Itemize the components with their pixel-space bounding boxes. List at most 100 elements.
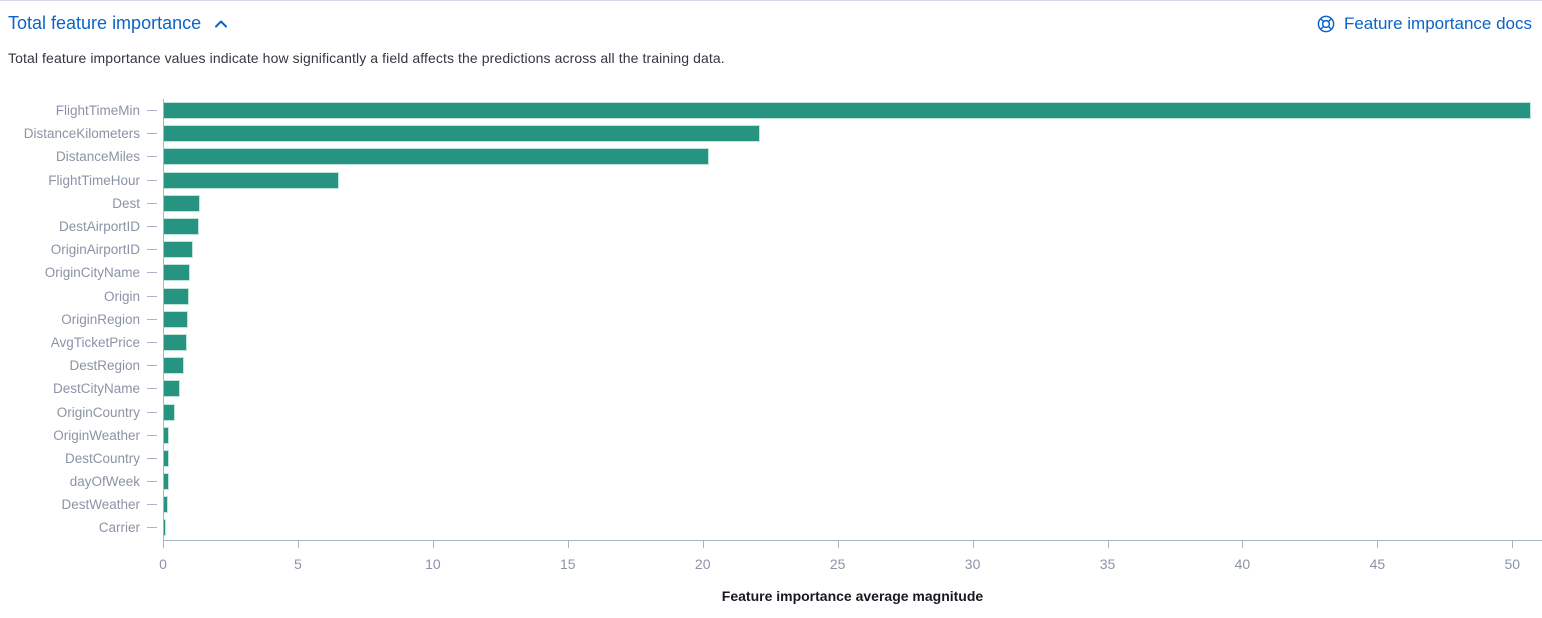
bar-zone [163, 354, 1542, 378]
chart-row: Carrier [0, 516, 1542, 540]
bar-zone [163, 330, 1542, 355]
y-axis-label: DestWeather [61, 497, 140, 513]
chart-row: FlightTimeMin [0, 99, 1542, 123]
bar [164, 403, 176, 421]
x-tick-label: 0 [159, 555, 167, 572]
y-axis-tick [147, 179, 157, 181]
chart-row: DestRegion [0, 354, 1542, 378]
bar [164, 357, 184, 375]
bar [164, 519, 166, 537]
bar [164, 310, 188, 328]
bar-zone [163, 493, 1542, 517]
feature-importance-docs-link[interactable]: Feature importance docs [1316, 14, 1532, 34]
panel-description: Total feature importance values indicate… [8, 50, 725, 66]
chart-row: Dest [0, 191, 1542, 215]
y-axis-label: Origin [103, 288, 140, 304]
bar-zone [163, 470, 1542, 494]
chart-row: AvgTicketPrice [0, 330, 1542, 355]
chart-row: FlightTimeHour [0, 168, 1542, 192]
panel-header: Total feature importance Feature importa… [0, 1, 1542, 34]
x-axis: Feature importance average magnitude 0 5 1… [159, 539, 1542, 617]
chart-row: DestAirportID [0, 214, 1542, 239]
y-axis-tick [147, 249, 157, 251]
bar-zone [163, 145, 1542, 169]
bar [164, 125, 760, 143]
y-axis-tick [147, 527, 157, 529]
bar [164, 449, 169, 467]
y-axis-tick [147, 202, 157, 204]
x-tick-label: 20 [694, 555, 711, 572]
y-axis-label: dayOfWeek [69, 474, 140, 490]
y-axis-label: Carrier [98, 520, 140, 536]
y-axis-tick [147, 388, 157, 390]
y-axis-tick [147, 133, 157, 135]
y-axis-label: OriginCountry [56, 404, 140, 420]
bar-zone [163, 191, 1542, 215]
bar [164, 218, 200, 236]
y-axis-label: OriginAirportID [50, 242, 140, 258]
x-tick-label: 15 [559, 555, 576, 572]
x-tick-mark [163, 540, 164, 548]
x-tick-label: 25 [829, 555, 846, 572]
lifebuoy-help-icon [1316, 14, 1336, 34]
chart-row: DistanceMiles [0, 145, 1542, 169]
y-axis-tick [147, 365, 157, 367]
y-axis-tick [147, 318, 157, 320]
x-tick-mark [702, 540, 704, 548]
chart-row: dayOfWeek [0, 470, 1542, 494]
bar [164, 287, 190, 305]
bar-zone [163, 168, 1542, 192]
bar [164, 333, 188, 351]
bar-zone [163, 423, 1542, 447]
x-tick-label: 30 [964, 555, 981, 572]
chart-row: DistanceKilometers [0, 122, 1542, 146]
y-axis-tick [147, 504, 157, 506]
bar-zone [163, 516, 1542, 540]
y-axis-tick [147, 272, 157, 274]
bar [164, 171, 340, 189]
x-tick-mark [297, 540, 299, 548]
y-axis-label: FlightTimeMin [55, 103, 140, 119]
chart-row: OriginRegion [0, 307, 1542, 331]
x-tick-label: 5 [294, 555, 302, 572]
y-axis-label: Dest [112, 195, 140, 211]
chart-row: OriginAirportID [0, 238, 1542, 262]
chart-row: DestCountry [0, 446, 1542, 470]
x-tick-mark [1242, 540, 1244, 548]
chart-row: DestCityName [0, 377, 1542, 401]
bar [164, 473, 169, 491]
x-tick-mark [1377, 540, 1379, 548]
y-axis-label: FlightTimeHour [48, 172, 140, 188]
x-tick-mark [567, 540, 569, 548]
x-axis-title: Feature importance average magnitude [721, 587, 984, 604]
chart-row: OriginCountry [0, 400, 1542, 424]
y-axis-label: OriginCityName [44, 265, 140, 281]
x-tick-mark [837, 540, 839, 548]
x-tick-label: 35 [1099, 555, 1116, 572]
chart-row: OriginCityName [0, 261, 1542, 285]
bar-zone [163, 261, 1542, 285]
y-axis-label: DestRegion [69, 358, 140, 374]
y-axis-tick [147, 434, 157, 436]
bar [164, 264, 190, 282]
bar [164, 194, 200, 212]
y-axis-tick [147, 226, 157, 228]
y-axis-tick [147, 341, 157, 343]
y-axis-tick [147, 156, 157, 158]
x-tick-label: 40 [1234, 555, 1251, 572]
bar-zone [163, 446, 1542, 470]
bar-zone [163, 238, 1542, 262]
y-axis-label: AvgTicketPrice [50, 334, 140, 350]
feature-importance-chart: FlightTimeMin DistanceKilometers DistanceM… [0, 99, 1542, 617]
bar-zone [163, 122, 1542, 146]
bar-zone [163, 400, 1542, 424]
bar [164, 380, 180, 398]
y-axis-label: DestAirportID [58, 219, 140, 235]
chart-row: DestWeather [0, 493, 1542, 517]
chevron-up-icon[interactable] [213, 16, 229, 32]
bar [164, 426, 170, 444]
section-toggle-link[interactable]: Total feature importance [8, 13, 229, 34]
x-tick-label: 45 [1369, 555, 1386, 572]
y-axis-tick [147, 411, 157, 413]
